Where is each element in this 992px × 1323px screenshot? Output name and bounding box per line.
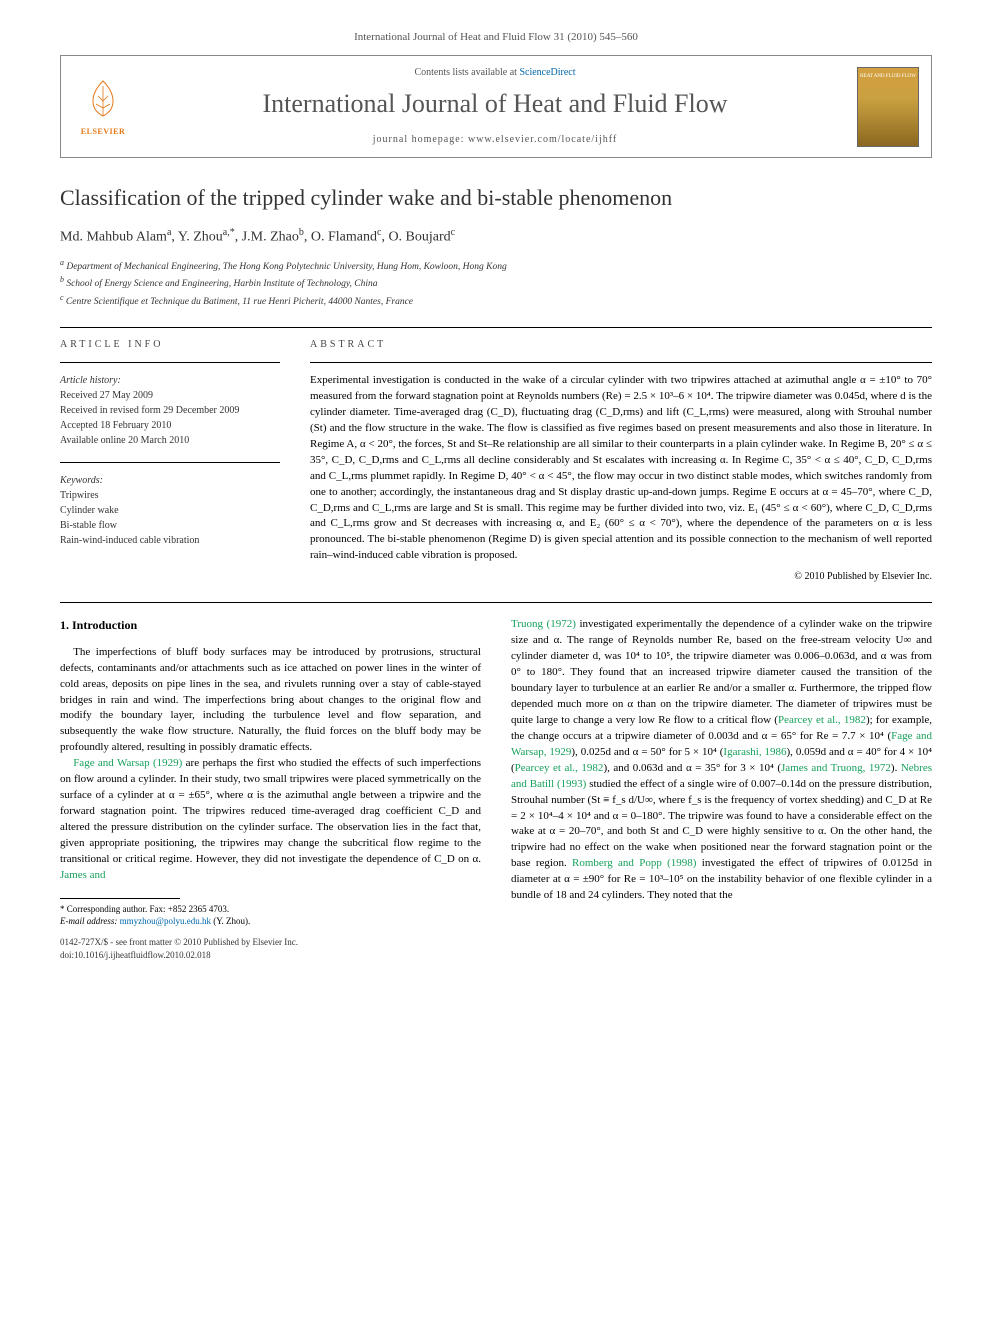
- body-text: ).: [891, 762, 901, 774]
- sciencedirect-link[interactable]: ScienceDirect: [519, 67, 575, 78]
- journal-cover-thumbnail: HEAT AND FLUID FLOW: [857, 67, 919, 147]
- email-label: E-mail address:: [60, 916, 120, 926]
- body-columns: 1. Introduction The imperfections of blu…: [60, 617, 932, 928]
- left-column: 1. Introduction The imperfections of blu…: [60, 617, 481, 928]
- divider: [60, 602, 932, 603]
- cover-text: HEAT AND FLUID FLOW: [860, 74, 916, 80]
- citation-link[interactable]: James and: [60, 869, 106, 881]
- body-text: ), and 0.063d and α = 35° for 3 × 10⁴ (: [603, 762, 781, 774]
- body-text: ), 0.025d and α = 50° for 5 × 10⁴ (: [571, 746, 723, 758]
- corresponding-author-footnote: * Corresponding author. Fax: +852 2365 4…: [60, 903, 481, 928]
- homepage-prefix: journal homepage:: [373, 134, 468, 145]
- citation-link[interactable]: Pearcey et al., 1982: [515, 762, 604, 774]
- page-footer: 0142-727X/$ - see front matter © 2010 Pu…: [60, 936, 932, 961]
- homepage-line: journal homepage: www.elsevier.com/locat…: [143, 133, 847, 147]
- history-line: Available online 20 March 2010: [60, 433, 280, 448]
- footnote-separator: [60, 898, 180, 899]
- contents-line: Contents lists available at ScienceDirec…: [143, 66, 847, 80]
- email-line: E-mail address: mmyzhou@polyu.edu.hk (Y.…: [60, 915, 481, 928]
- body-text: are perhaps the first who studied the ef…: [60, 757, 481, 865]
- article-title: Classification of the tripped cylinder w…: [60, 183, 932, 214]
- body-text: studied the effect of a single wire of 0…: [511, 778, 932, 870]
- divider: [60, 362, 280, 363]
- journal-header-box: ELSEVIER Contents lists available at Sci…: [60, 55, 932, 157]
- abstract-text: Experimental investigation is conducted …: [310, 373, 932, 564]
- divider: [60, 462, 280, 463]
- body-text: investigated experimentally the dependen…: [511, 618, 932, 726]
- keyword: Rain-wind-induced cable vibration: [60, 533, 280, 548]
- corr-label: * Corresponding author. Fax: +852 2365 4…: [60, 903, 481, 916]
- keyword: Bi-stable flow: [60, 518, 280, 533]
- article-history: Article history: Received 27 May 2009 Re…: [60, 373, 280, 448]
- email-link[interactable]: mmyzhou@polyu.edu.hk: [120, 916, 211, 926]
- intro-heading: 1. Introduction: [60, 617, 481, 634]
- keywords-block: Keywords: Tripwires Cylinder wake Bi-sta…: [60, 473, 280, 548]
- keyword: Tripwires: [60, 488, 280, 503]
- elsevier-tree-icon: [78, 76, 128, 126]
- running-header: International Journal of Heat and Fluid …: [60, 30, 932, 45]
- body-paragraph: The imperfections of bluff body surfaces…: [60, 645, 481, 757]
- author-list: Md. Mahbub Alama, Y. Zhoua,*, J.M. Zhaob…: [60, 226, 932, 247]
- affiliation-c: c Centre Scientifique et Technique du Ba…: [60, 292, 932, 309]
- citation-link[interactable]: Pearcey et al., 1982: [778, 714, 866, 726]
- body-paragraph: Fage and Warsap (1929) are perhaps the f…: [60, 756, 481, 884]
- history-line: Accepted 18 February 2010: [60, 418, 280, 433]
- divider: [310, 362, 932, 363]
- footer-left: 0142-727X/$ - see front matter © 2010 Pu…: [60, 936, 298, 961]
- meta-abstract-row: ARTICLE INFO Article history: Received 2…: [60, 338, 932, 584]
- keyword: Cylinder wake: [60, 503, 280, 518]
- elsevier-label: ELSEVIER: [81, 126, 125, 137]
- abstract-column: ABSTRACT Experimental investigation is c…: [310, 338, 932, 584]
- citation-link[interactable]: Truong (1972): [511, 618, 576, 630]
- keywords-label: Keywords:: [60, 473, 280, 488]
- affiliations: a Department of Mechanical Engineering, …: [60, 257, 932, 309]
- affiliation-b: b School of Energy Science and Engineeri…: [60, 274, 932, 291]
- article-info-column: ARTICLE INFO Article history: Received 2…: [60, 338, 280, 584]
- right-column: Truong (1972) investigated experimentall…: [511, 617, 932, 928]
- elsevier-logo: ELSEVIER: [73, 72, 133, 142]
- email-suffix: (Y. Zhou).: [211, 916, 250, 926]
- abstract-heading: ABSTRACT: [310, 338, 932, 352]
- affiliation-a: a Department of Mechanical Engineering, …: [60, 257, 932, 274]
- divider: [60, 327, 932, 328]
- citation-link[interactable]: Igarashi, 1986: [723, 746, 786, 758]
- citation-link[interactable]: James and Truong, 1972: [781, 762, 891, 774]
- copyright: © 2010 Published by Elsevier Inc.: [310, 570, 932, 584]
- article-info-heading: ARTICLE INFO: [60, 338, 280, 352]
- history-label: Article history:: [60, 373, 280, 388]
- history-line: Received 27 May 2009: [60, 388, 280, 403]
- header-center: Contents lists available at ScienceDirec…: [133, 66, 857, 146]
- contents-prefix: Contents lists available at: [414, 67, 519, 78]
- homepage-url[interactable]: www.elsevier.com/locate/ijhff: [468, 134, 617, 145]
- body-paragraph: Truong (1972) investigated experimentall…: [511, 617, 932, 904]
- citation-link[interactable]: Fage and Warsap (1929): [73, 757, 182, 769]
- citation-link[interactable]: Romberg and Popp (1998): [572, 857, 696, 869]
- history-line: Received in revised form 29 December 200…: [60, 403, 280, 418]
- journal-name: International Journal of Heat and Fluid …: [143, 86, 847, 122]
